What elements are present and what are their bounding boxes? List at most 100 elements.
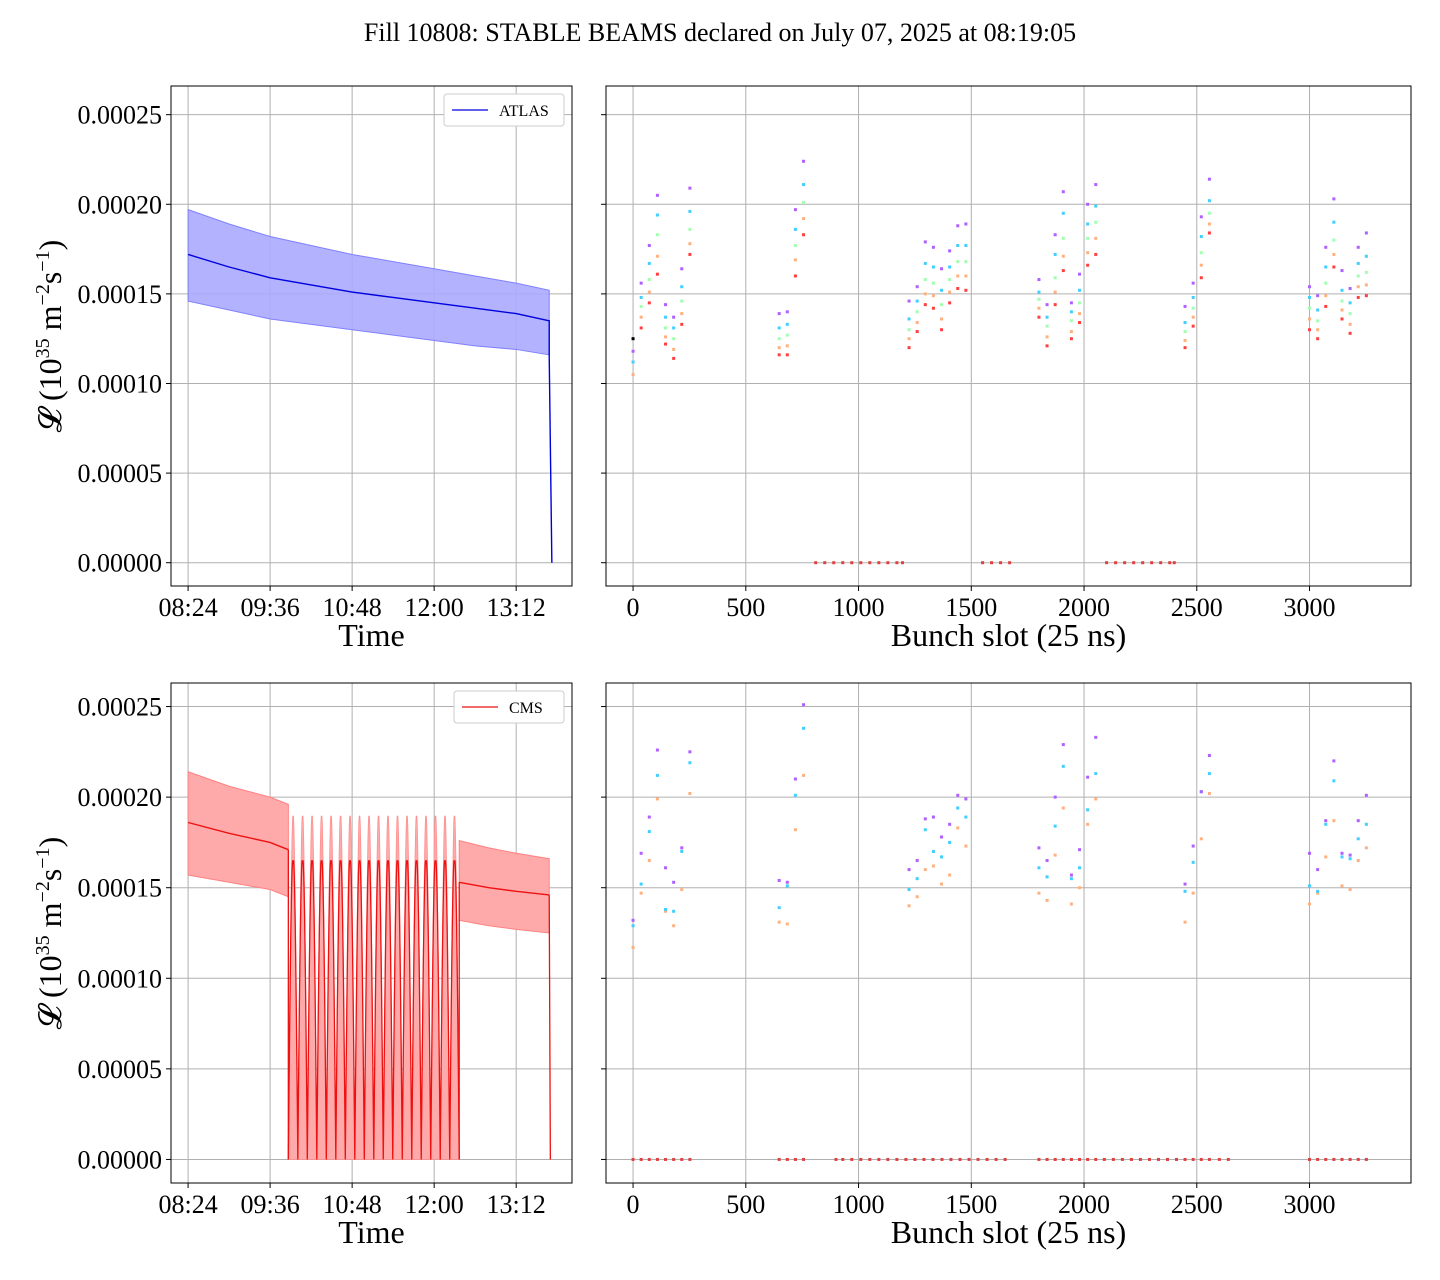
panel-3-frame	[605, 682, 1412, 1184]
bunch-point	[915, 877, 919, 881]
bunch-point	[1061, 254, 1065, 258]
y-axis-label-superscript: −1	[32, 250, 54, 271]
panel-1-axes: 0 500 1000 1500 2000 2500 3000 Bunch slot (25 n…	[601, 86, 1411, 653]
y-tick-label: 0.00015	[78, 874, 163, 903]
bunch-zero-point	[841, 561, 845, 565]
scatter-points-1	[631, 159, 1368, 565]
bunch-point	[802, 773, 806, 777]
bunch-point	[647, 301, 651, 305]
bunch-zero-point	[1183, 1157, 1187, 1161]
bunch-point	[948, 265, 952, 269]
bunch-point	[1364, 270, 1368, 274]
bunch-point	[664, 909, 668, 913]
bunch-point	[1069, 877, 1073, 881]
bunch-zero-point	[1150, 561, 1154, 565]
bunch-point	[639, 281, 643, 285]
bunch-point	[688, 750, 692, 754]
bunch-point	[956, 243, 960, 247]
bunch-zero-point	[655, 1157, 659, 1161]
bunch-point	[1078, 886, 1082, 890]
bunch-point	[907, 317, 911, 321]
bunch-point	[1308, 285, 1312, 289]
bunch-zero-point	[1308, 1157, 1312, 1161]
bunch-point	[907, 904, 911, 908]
panel-2-axes: 0.00000 0.00005 0.00010 0.00015 0.00020 0.000…	[32, 683, 572, 1250]
bunch-point	[680, 888, 684, 892]
bunch-point	[1356, 261, 1360, 265]
bunch-point	[672, 909, 676, 913]
x-tick-label: 09:36	[240, 593, 299, 622]
bunch-zero-point	[1069, 1157, 1073, 1161]
bunch-point	[655, 272, 659, 276]
x-axis-label: Bunch slot (25 ns)	[891, 617, 1127, 653]
bunch-point	[1199, 235, 1203, 239]
bunch-point	[688, 242, 692, 246]
bunch-point	[1183, 889, 1187, 893]
bunch-zero-point	[1105, 561, 1109, 565]
bunch-point	[680, 285, 684, 289]
bunch-point	[1364, 283, 1368, 287]
bunch-point	[1078, 848, 1082, 852]
bunch-point	[1061, 806, 1065, 810]
bunch-point	[1037, 290, 1041, 294]
bunch-point	[793, 777, 797, 781]
bunch-point	[1191, 306, 1195, 310]
bunch-point	[1207, 177, 1211, 181]
bunch-point	[923, 817, 927, 821]
y-axis-label-part: m	[32, 902, 68, 935]
y-tick-label: 0.00020	[78, 190, 163, 219]
bunch-point	[1207, 231, 1211, 235]
x-tick-label: 1500	[945, 1190, 997, 1219]
y-axis-label-part: )	[32, 240, 68, 251]
bunch-zero-point	[793, 1157, 797, 1161]
bunch-point	[1069, 337, 1073, 341]
bunch-point	[1094, 797, 1098, 801]
bunch-point	[1045, 315, 1049, 319]
bunch-point	[1332, 779, 1336, 783]
bunch-point	[1207, 199, 1211, 203]
bunch-point	[1207, 792, 1211, 796]
bunch-zero-point	[1324, 1157, 1328, 1161]
y-axis-label: 𝓛 (1035 m−2s−1)	[32, 240, 68, 432]
bunch-point	[1332, 238, 1336, 242]
bunch-point	[1316, 868, 1320, 872]
bunch-zero-point	[823, 561, 827, 565]
bunch-point	[1086, 822, 1090, 826]
bunch-point	[655, 193, 659, 197]
bunch-point	[915, 299, 919, 303]
bunch-point	[802, 217, 806, 221]
bunch-point	[964, 844, 968, 848]
bunch-point	[948, 822, 952, 826]
bunch-zero-point	[1123, 561, 1127, 565]
bunch-point	[1078, 866, 1082, 870]
bunch-zero-point	[901, 561, 905, 565]
bunch-point	[1308, 884, 1312, 888]
bunch-zero-point	[1364, 1157, 1368, 1161]
bunch-point	[940, 855, 944, 859]
x-tick-label: 1500	[945, 593, 997, 622]
bunch-zero-point	[664, 1157, 668, 1161]
bunch-zero-point	[1037, 1157, 1041, 1161]
bunch-zero-point	[688, 1157, 692, 1161]
bunch-point	[647, 830, 651, 834]
bunch-zero-point	[886, 561, 890, 565]
bunch-zero-point	[999, 561, 1003, 565]
bunch-point	[1324, 855, 1328, 859]
bunch-point	[1191, 315, 1195, 319]
bunch-point	[931, 281, 935, 285]
legend-box	[453, 690, 565, 724]
x-tick-label: 1000	[833, 1190, 885, 1219]
legend-label: CMS	[509, 700, 543, 717]
bunch-point	[1348, 312, 1352, 316]
bunch-zero-point	[802, 1157, 806, 1161]
bunch-point	[1045, 859, 1049, 863]
bunch-point	[802, 200, 806, 204]
bunch-point	[915, 310, 919, 314]
y-axis-label-part: m	[32, 305, 68, 338]
bunch-point	[948, 290, 952, 294]
bunch-point	[1045, 344, 1049, 348]
cms-oscillation-band	[287, 815, 460, 1160]
bunch-point	[1356, 245, 1360, 249]
y-axis-label: 𝓛 (1035 m−2s−1)	[32, 837, 68, 1029]
bunch-point	[680, 322, 684, 326]
